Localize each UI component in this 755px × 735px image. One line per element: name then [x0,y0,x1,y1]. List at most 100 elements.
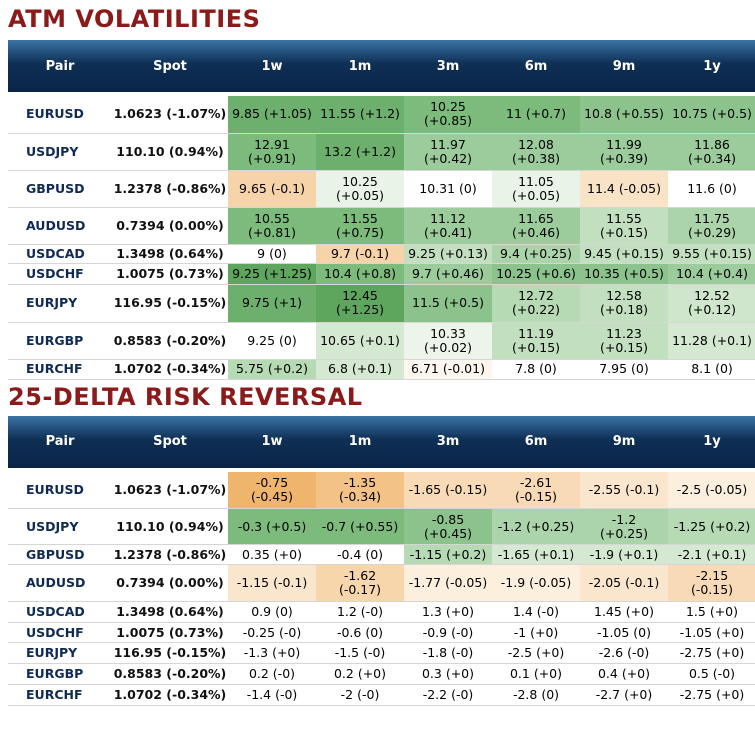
cell-change: (+0.38) [511,150,561,166]
cell-value: 0.2 (-0) [248,666,296,681]
cell-value: 0.2 (+0) [333,666,387,681]
table-row[interactable]: EURJPY 116.95 (-0.15%) 9.75 (+1) 12.45 (+1.2… [8,284,755,323]
cell-3m: -1.65 (-0.15) [404,471,492,509]
cell-value: 1.4 (-0) [512,604,560,619]
table-row[interactable]: USDCAD 1.3498 (0.64%) 0.9 (0) 1.2 (-0) 1.3 (… [8,601,755,623]
cell-3m: 10.33 (+0.02) [404,322,492,360]
cell-3m: 10.31 (0) [404,170,492,208]
header-spacer [8,92,755,96]
cell-value: -1.3 (+0) [243,645,301,660]
table-row[interactable]: AUDUSD 0.7394 (0.00%) 10.55 (+0.81) 11.55 (+0… [8,207,755,245]
cell-value: -2.75 (+0) [679,687,745,702]
cell-change: (-0.45) [250,488,294,504]
cell-value: 10.25 (+0.6) [496,265,576,281]
pair-name: GBPUSD [8,544,112,565]
cell-3m: -2.2 (-0) [404,684,492,706]
cell-value: -2.55 (-0.1) [588,481,660,497]
cell-value: 1.45 (+0) [594,604,654,619]
column-header-pair[interactable]: Pair [8,40,112,92]
cell-6m: 11.05 (+0.05) [492,170,580,208]
column-header-1y[interactable]: 1y [668,40,755,92]
cell-3m: 6.71 (-0.01) [404,359,492,380]
cell-change: (+0.85) [423,113,473,129]
cell-1w: 9.85 (+1.05) [228,96,316,134]
cell-value: -2.6 (-0) [598,645,650,660]
cell-1w: 10.55 (+0.81) [228,207,316,245]
column-header-1m[interactable]: 1m [316,415,404,468]
column-header-9m[interactable]: 9m [580,40,668,92]
cell-1w: -0.25 (-0) [228,622,316,643]
table-row[interactable]: EURCHF 1.0702 (-0.34%) -1.4 (-0) -2 (-0) -2.… [8,684,755,706]
pair-name: EURCHF [8,359,112,380]
column-header-spot[interactable]: Spot [112,415,228,468]
cell-9m: -1.9 (+0.1) [580,544,668,565]
table-row[interactable]: GBPUSD 1.2378 (-0.86%) 0.35 (+0) -0.4 (0) -1… [8,544,755,565]
header-spacer [8,467,755,472]
table-row[interactable]: USDJPY 110.10 (0.94%) -0.3 (+0.5) -0.7 (+0.… [8,508,755,545]
cell-1m: 1.2 (-0) [316,601,404,623]
table-row[interactable]: EURGBP 0.8583 (-0.20%) 0.2 (-0) 0.2 (+0) 0.3… [8,663,755,685]
cell-change: (+0.81) [247,224,297,240]
table-row[interactable]: USDJPY 110.10 (0.94%) 12.91 (+0.91) 13.2 (+1… [8,133,755,171]
table-row[interactable]: USDCHF 1.0075 (0.73%) -0.25 (-0) -0.6 (0) -0… [8,622,755,643]
column-header-6m[interactable]: 6m [492,415,580,468]
column-header-9m[interactable]: 9m [580,415,668,468]
cell-value: 0.9 (0) [251,604,293,619]
cell-value: 9.55 (+0.15) [672,245,752,261]
cell-value: 9.65 (-0.1) [239,180,305,196]
table-row[interactable]: EURCHF 1.0702 (-0.34%) 5.75 (+0.2) 6.8 (+0.… [8,359,755,380]
table-row[interactable]: EURJPY 116.95 (-0.15%) -1.3 (+0) -1.5 (-0) -… [8,642,755,664]
column-header-1y[interactable]: 1y [668,415,755,468]
cell-value: 11.12 [430,210,466,226]
cell-3m: -1.15 (+0.2) [404,544,492,565]
pair-name: EURJPY [8,284,112,323]
cell-1w: -0.75 (-0.45) [228,471,316,509]
column-header-3m[interactable]: 3m [404,415,492,468]
pair-name: EURUSD [8,471,112,509]
cell-change: (+1.25) [335,302,385,317]
column-header-3m[interactable]: 3m [404,40,492,92]
table-row[interactable]: EURGBP 0.8583 (-0.20%) 9.25 (0) 10.65 (+0.1… [8,322,755,360]
cell-change: (+0.39) [599,150,649,166]
table-row[interactable]: EURUSD 1.0623 (-1.07%) -0.75 (-0.45) -1.35 (-… [8,471,755,509]
cell-value: -0.4 (0) [336,546,384,562]
cell-value: 10.4 (+0.4) [676,265,748,281]
table-row[interactable]: USDCAD 1.3498 (0.64%) 9 (0) 9.7 (-0.1) 9.25 … [8,244,755,264]
cell-value: 12.52 [694,288,730,303]
column-header-1w[interactable]: 1w [228,40,316,92]
cell-1y: -1.25 (+0.2) [668,508,755,545]
cell-value: -0.3 (+0.5) [237,518,307,534]
table-row[interactable]: AUDUSD 0.7394 (0.00%) -1.15 (-0.1) -1.62 (-0… [8,564,755,602]
cell-value: 13.2 (+1.2) [324,143,396,159]
cell-value: 10.8 (+0.55) [584,106,664,122]
cell-change: (+0.22) [511,302,561,317]
cell-6m: 10.25 (+0.6) [492,263,580,285]
column-header-pair[interactable]: Pair [8,415,112,468]
cell-change: (+0.34) [687,150,737,166]
cell-9m: 10.35 (+0.5) [580,263,668,285]
cell-value: 10.25 [430,99,466,115]
table-row[interactable]: USDCHF 1.0075 (0.73%) 9.25 (+1.25) 10.4 (+0… [8,263,755,285]
column-header-1m[interactable]: 1m [316,40,404,92]
spot-value: 110.10 (0.94%) [112,133,228,171]
table-row[interactable]: GBPUSD 1.2378 (-0.86%) 9.65 (-0.1) 10.25 (+0… [8,170,755,208]
pair-name: EURJPY [8,642,112,664]
cell-9m: 10.8 (+0.55) [580,96,668,134]
cell-1m: 13.2 (+1.2) [316,133,404,171]
cell-value: 11.6 (0) [687,180,737,196]
column-header-6m[interactable]: 6m [492,40,580,92]
cell-value: 11.4 (-0.05) [587,180,661,196]
table-row[interactable]: EURUSD 1.0623 (-1.07%) 9.85 (+1.05) 11.55 (… [8,96,755,134]
column-header-spot[interactable]: Spot [112,40,228,92]
cell-1m: -0.7 (+0.55) [316,508,404,545]
cell-value: 9.7 (+0.46) [412,265,484,281]
cell-9m: 7.95 (0) [580,359,668,380]
cell-1y: -2.75 (+0) [668,684,755,706]
cell-value: 5.75 (+0.2) [236,361,308,376]
column-header-1w[interactable]: 1w [228,415,316,468]
cell-3m: 0.3 (+0) [404,663,492,685]
cell-value: 10.31 (0) [419,180,477,196]
cell-1w: 5.75 (+0.2) [228,359,316,380]
spot-value: 1.2378 (-0.86%) [112,170,228,208]
cell-9m: -2.05 (-0.1) [580,564,668,602]
